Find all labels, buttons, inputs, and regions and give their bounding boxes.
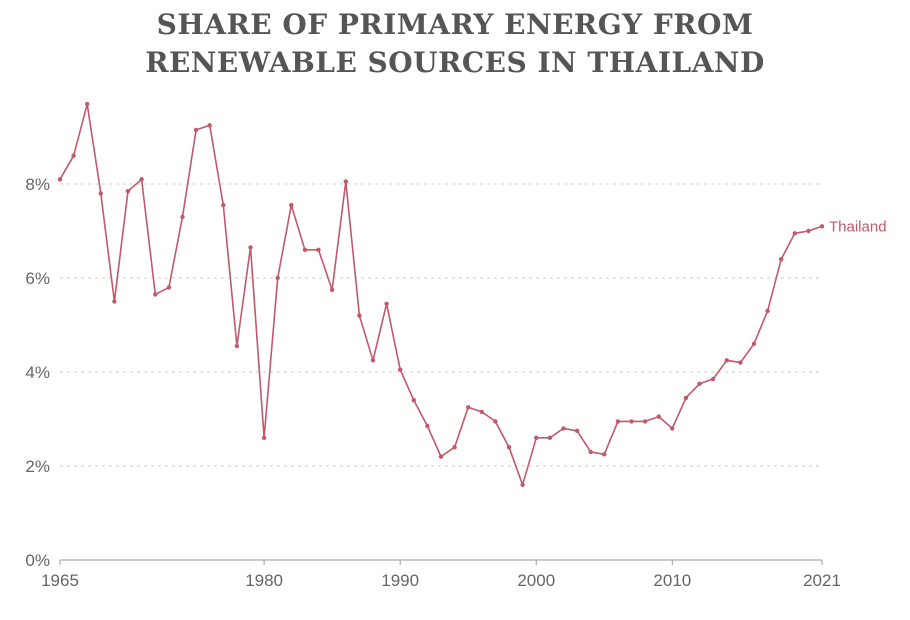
data-point (343, 179, 348, 184)
data-point (193, 127, 199, 133)
series-label: Thailand (829, 218, 887, 235)
data-point (792, 231, 797, 236)
data-point (98, 191, 104, 196)
chart-title: SHARE OF PRIMARY ENERGY FROM RENEWABLE S… (0, 6, 910, 82)
series-group: Thailand (57, 101, 887, 487)
data-point (275, 275, 280, 281)
data-point (425, 423, 430, 429)
data-point (642, 419, 648, 424)
data-point (656, 414, 661, 419)
chart-title-line-2: RENEWABLE SOURCES IN THAILAND (145, 46, 765, 79)
data-point (411, 398, 416, 403)
data-point (139, 177, 144, 182)
data-point (751, 341, 757, 346)
data-point (85, 101, 90, 107)
y-tick-label: 6% (25, 269, 50, 288)
data-point (289, 202, 294, 208)
data-point (779, 257, 784, 262)
data-point (697, 381, 702, 386)
y-tick-label: 2% (25, 457, 50, 476)
data-point (153, 292, 158, 297)
data-point (370, 358, 376, 363)
data-point (112, 299, 117, 304)
y-axis-tick-labels: 0% 2% 4% 6% 8% (25, 175, 50, 570)
data-point (602, 452, 607, 457)
data-point (574, 428, 580, 433)
x-tick-label: 2000 (517, 571, 555, 590)
data-point (316, 247, 321, 252)
x-tick-label: 1980 (245, 571, 283, 590)
data-point (765, 308, 770, 314)
data-point (547, 435, 553, 440)
data-point (615, 419, 621, 424)
data-point (466, 405, 471, 410)
data-point (125, 188, 131, 194)
data-point (357, 313, 362, 318)
data-point (329, 287, 335, 292)
data-point (710, 376, 716, 382)
x-tick-label: 2010 (653, 571, 691, 590)
data-point (452, 445, 457, 450)
data-point (520, 482, 525, 487)
x-tick-label: 2021 (803, 571, 841, 590)
data-point (479, 409, 484, 415)
x-axis: 1965 1980 1990 2000 2010 2021 (41, 559, 841, 590)
data-point (438, 454, 444, 459)
data-point (302, 247, 308, 252)
data-point (629, 419, 634, 424)
data-point (506, 445, 512, 450)
data-point (670, 426, 675, 431)
data-point (248, 245, 253, 250)
chart-title-line-1: SHARE OF PRIMARY ENERGY FROM (156, 8, 754, 41)
data-point (724, 358, 729, 363)
data-point (384, 301, 389, 306)
data-point (57, 177, 63, 182)
data-point (221, 202, 226, 208)
data-point (234, 343, 240, 349)
data-point (683, 395, 689, 401)
y-tick-label: 4% (25, 363, 50, 382)
data-point (738, 360, 743, 365)
data-point (534, 435, 539, 440)
x-tick-label: 1965 (41, 571, 79, 590)
data-point (561, 426, 566, 431)
series-line-thailand (59, 103, 823, 486)
data-point (261, 435, 267, 440)
y-tick-label: 0% (25, 551, 50, 570)
data-point (398, 367, 403, 372)
data-point (71, 153, 76, 158)
y-tick-label: 8% (25, 175, 50, 194)
x-tick-label: 1990 (381, 571, 419, 590)
grid-lines (60, 183, 822, 467)
data-point (180, 214, 185, 220)
data-point (588, 449, 593, 455)
data-point (806, 228, 811, 234)
data-point (207, 123, 212, 128)
data-point (166, 285, 172, 290)
data-point (493, 419, 498, 424)
data-point (819, 224, 825, 229)
